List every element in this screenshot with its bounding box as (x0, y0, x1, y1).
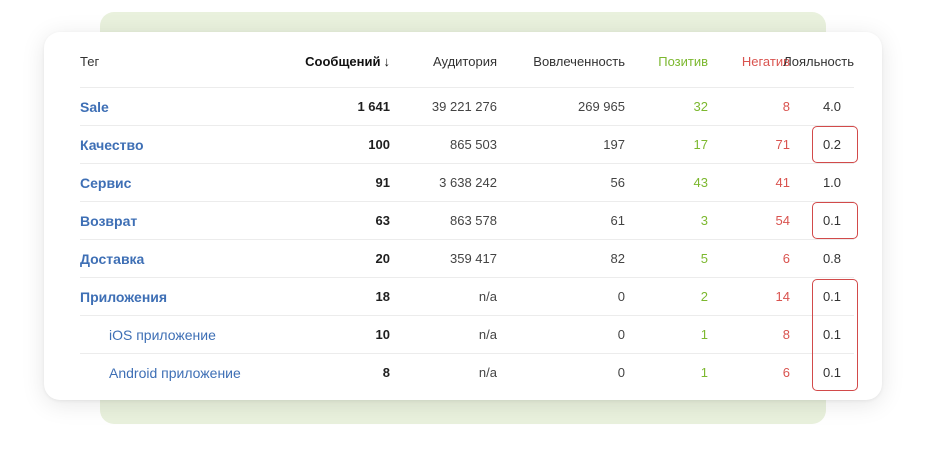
table-row: Качество 100 865 503 197 17 71 0.2 (80, 126, 854, 164)
negative-value: 8 (782, 327, 790, 342)
sort-down-icon: ↓ (383, 54, 391, 69)
audience-value: n/a (478, 289, 497, 304)
header-messages[interactable]: Сообщений ↓ (305, 32, 390, 88)
table-row: Доставка 20 359 417 82 5 6 0.8 (80, 240, 854, 278)
loyalty-text: 0.1 (822, 289, 842, 304)
low-loyalty-highlight (812, 126, 858, 163)
positive-value: 1 (700, 327, 708, 342)
engagement-value: 61 (610, 213, 625, 228)
messages-value: 8 (382, 365, 390, 380)
positive-value: 3 (700, 213, 708, 228)
loyalty-value: 0.1 (774, 202, 854, 240)
header-engagement[interactable]: Вовлеченность (533, 54, 625, 69)
engagement-value: 0 (617, 365, 625, 380)
messages-value: 63 (375, 213, 390, 228)
header-tag[interactable]: Тег (80, 54, 100, 69)
messages-value: 91 (375, 175, 390, 190)
loyalty-text: 0.1 (822, 365, 842, 380)
loyalty-value: 0.2 (774, 126, 854, 164)
audience-value: 39 221 276 (431, 99, 497, 114)
messages-value: 1 641 (357, 99, 390, 114)
table-row: Android приложение 8 n/a 0 1 6 0.1 (80, 354, 854, 392)
loyalty-value: 0.1 (774, 278, 854, 316)
messages-value: 20 (375, 251, 390, 266)
loyalty-value: 4.0 (774, 88, 854, 126)
header-loyalty[interactable]: Лояльность (783, 54, 854, 69)
loyalty-text: 1.0 (822, 175, 842, 190)
positive-value: 2 (700, 289, 708, 304)
positive-value: 1 (700, 365, 708, 380)
table-header-row: Тег Сообщений ↓ Аудитория Вовлеченность П… (80, 32, 854, 88)
tag-link[interactable]: iOS приложение (109, 327, 216, 343)
tag-link[interactable]: Android приложение (109, 365, 241, 381)
negative-value: 6 (782, 365, 790, 380)
positive-value: 32 (693, 99, 708, 114)
low-loyalty-highlight (812, 279, 858, 391)
engagement-value: 0 (617, 327, 625, 342)
negative-value: 71 (775, 137, 790, 152)
tag-link[interactable]: Приложения (80, 289, 168, 305)
loyalty-value: 0.1 (774, 316, 854, 354)
engagement-value: 0 (617, 289, 625, 304)
negative-value: 6 (782, 251, 790, 266)
audience-value: 863 578 (450, 213, 497, 228)
tags-table-card: Тег Сообщений ↓ Аудитория Вовлеченность П… (44, 32, 882, 400)
header-positive[interactable]: Позитив (658, 54, 708, 69)
loyalty-text: 0.2 (822, 137, 842, 152)
table-row: Sale 1 641 39 221 276 269 965 32 8 4.0 (80, 88, 854, 126)
positive-value: 17 (693, 137, 708, 152)
negative-value: 8 (782, 99, 790, 114)
loyalty-text: 0.8 (822, 251, 842, 266)
engagement-value: 197 (603, 137, 625, 152)
table-row: Приложения 18 n/a 0 2 14 0.1 (80, 278, 854, 316)
tag-link[interactable]: Возврат (80, 213, 138, 229)
tag-link[interactable]: Доставка (80, 251, 145, 267)
loyalty-value: 0.8 (774, 240, 854, 278)
messages-value: 18 (375, 289, 390, 304)
messages-value: 100 (368, 137, 390, 152)
audience-value: 3 638 242 (439, 175, 497, 190)
loyalty-value: 1.0 (774, 164, 854, 202)
tag-link[interactable]: Качество (80, 137, 144, 153)
messages-value: 10 (375, 327, 390, 342)
loyalty-value: 0.1 (774, 354, 854, 392)
positive-value: 43 (693, 175, 708, 190)
tag-link[interactable]: Sale (80, 99, 109, 115)
low-loyalty-highlight (812, 202, 858, 239)
engagement-value: 82 (610, 251, 625, 266)
loyalty-text: 4.0 (822, 99, 842, 114)
audience-value: 359 417 (450, 251, 497, 266)
loyalty-text: 0.1 (822, 213, 842, 228)
header-audience[interactable]: Аудитория (432, 54, 497, 69)
engagement-value: 269 965 (578, 99, 625, 114)
tag-link[interactable]: Сервис (80, 175, 132, 191)
audience-value: 865 503 (450, 137, 497, 152)
table-row: Возврат 63 863 578 61 3 54 0.1 (80, 202, 854, 240)
table-row: Сервис 91 3 638 242 56 43 41 1.0 (80, 164, 854, 202)
negative-value: 54 (775, 213, 790, 228)
negative-value: 41 (775, 175, 790, 190)
audience-value: n/a (478, 365, 497, 380)
audience-value: n/a (478, 327, 497, 342)
engagement-value: 56 (610, 175, 625, 190)
negative-value: 14 (775, 289, 790, 304)
positive-value: 5 (700, 251, 708, 266)
header-messages-label: Сообщений (305, 54, 381, 69)
table-row: iOS приложение 10 n/a 0 1 8 0.1 (80, 316, 854, 354)
header-negative[interactable]: Негатив (741, 54, 790, 69)
loyalty-text: 0.1 (822, 327, 842, 342)
